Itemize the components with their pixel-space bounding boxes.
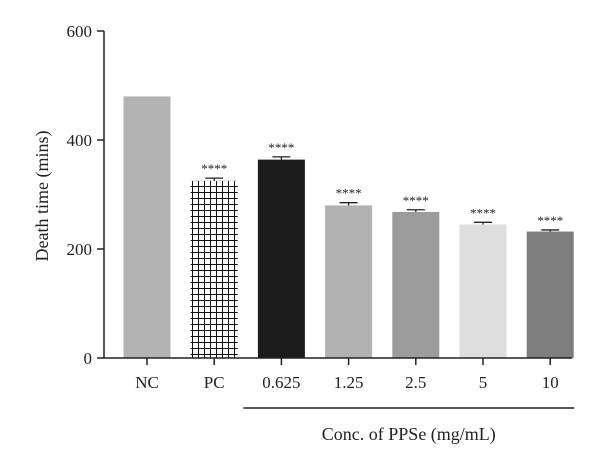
significance-marker: **** [537,213,563,228]
significance-marker: **** [268,140,294,155]
x-tick-label: 0.625 [262,373,300,392]
y-tick-label: 200 [67,240,93,259]
bar [392,211,440,358]
bar [257,159,305,358]
y-axis: 0 200 400 600 [67,22,105,368]
bar [123,96,171,359]
bars: **** **** **** **** **** **** [123,96,574,359]
bar [325,205,373,358]
significance-marker: **** [336,186,362,201]
x-tick-label: NC [135,373,159,392]
x-tick-label: 1.25 [334,373,364,392]
significance-marker: **** [201,161,227,176]
bar [190,180,238,358]
x-tick-label: PC [204,373,225,392]
y-tick-label: 0 [84,349,93,368]
x-axis: NC PC 0.625 1.25 2.5 5 10 [104,357,572,392]
x-tick-label: 10 [542,373,559,392]
group-label: Conc. of PPSe (mg/mL) [322,424,496,445]
y-axis-title: Death time (mins) [32,131,53,262]
significance-marker: **** [403,193,429,208]
y-tick-label: 600 [67,22,93,41]
y-tick-label: 400 [67,131,93,150]
bar [459,224,507,358]
x-tick-label: 2.5 [405,373,426,392]
x-tick-label: 5 [479,373,488,392]
significance-marker: **** [470,205,496,220]
bar [526,231,574,358]
